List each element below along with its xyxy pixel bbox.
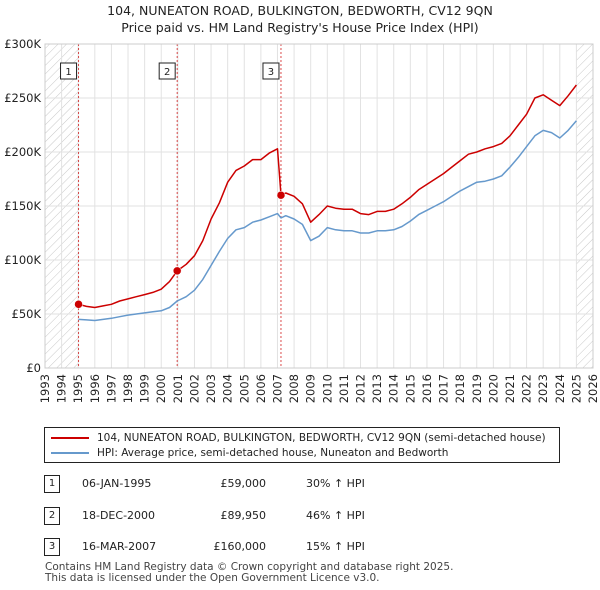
annotation-box xyxy=(158,62,176,80)
transaction-hpi: 30% ↑ HPI xyxy=(306,477,365,490)
x-tick-label: 1997 xyxy=(104,374,118,403)
x-tick-label: 2006 xyxy=(254,374,268,403)
x-tick-label: 2014 xyxy=(387,374,401,403)
transaction-point xyxy=(74,300,83,309)
transaction-price: £160,000 xyxy=(213,540,267,553)
transaction-price: £89,950 xyxy=(220,509,267,522)
y-tick-label: £50K xyxy=(12,307,42,321)
annotation-box xyxy=(262,62,280,80)
legend-swatch-property xyxy=(51,437,89,439)
x-tick-label: 2024 xyxy=(553,374,567,403)
x-tick-label: 2019 xyxy=(470,374,484,403)
chart-title-line2: Price paid vs. HM Land Registry's House … xyxy=(121,20,479,35)
x-tick-label: 1994 xyxy=(55,374,69,403)
chart-title-line1: 104, NUNEATON ROAD, BULKINGTON, BEDWORTH… xyxy=(107,3,493,18)
transaction-hpi: 46% ↑ HPI xyxy=(306,509,365,522)
x-tick-label: 2012 xyxy=(354,374,368,403)
footer-licence: This data is licensed under the Open Gov… xyxy=(45,572,380,584)
x-tick-label: 2002 xyxy=(187,374,201,403)
series-line-hpi xyxy=(78,120,577,322)
x-tick-label: 2005 xyxy=(237,374,251,403)
transaction-hpi: 15% ↑ HPI xyxy=(306,540,365,553)
x-tick-label: 1993 xyxy=(38,374,52,403)
x-tick-label: 1999 xyxy=(138,374,152,403)
series-line-property xyxy=(78,84,577,309)
annotation-label: 3 xyxy=(268,67,274,78)
legend-item-hpi: HPI: Average price, semi-detached house,… xyxy=(51,446,448,460)
legend-swatch-hpi xyxy=(51,452,89,454)
x-tick-label: 2016 xyxy=(420,374,434,403)
annotation-label: 1 xyxy=(65,67,71,78)
x-tick-label: 2018 xyxy=(453,374,467,403)
y-tick-label: £100K xyxy=(4,253,41,267)
legend-label-hpi: HPI: Average price, semi-detached house,… xyxy=(97,447,449,459)
transaction-point xyxy=(172,266,182,276)
x-tick-label: 2020 xyxy=(486,374,500,403)
chart-legend: 104, NUNEATON ROAD, BULKINGTON, BEDWORTH… xyxy=(44,427,560,463)
x-tick-label: 2026 xyxy=(586,374,600,403)
x-tick-label: 2008 xyxy=(287,374,301,403)
x-tick-label: 2011 xyxy=(337,374,351,403)
x-tick-label: 1998 xyxy=(121,374,135,403)
x-tick-label: 2021 xyxy=(503,374,517,403)
y-tick-label: £200K xyxy=(4,145,41,159)
annotation-label: 2 xyxy=(164,67,170,78)
x-tick-label: 2009 xyxy=(304,374,318,403)
transaction-price: £59,000 xyxy=(220,477,267,490)
x-tick-label: 2025 xyxy=(569,374,583,403)
x-tick-label: 2013 xyxy=(370,374,384,403)
x-tick-label: 2015 xyxy=(403,374,417,403)
x-tick-label: 2001 xyxy=(171,374,185,403)
x-tick-label: 2023 xyxy=(536,374,550,403)
x-tick-label: 2010 xyxy=(320,374,334,403)
y-tick-label: £0 xyxy=(26,361,41,375)
x-tick-label: 2022 xyxy=(520,374,534,403)
plot-frame xyxy=(44,43,594,369)
x-tick-label: 1996 xyxy=(88,374,102,403)
legend-label-property: 104, NUNEATON ROAD, BULKINGTON, BEDWORTH… xyxy=(97,432,546,444)
x-tick-label: 2003 xyxy=(204,374,218,403)
x-tick-label: 2017 xyxy=(437,374,451,403)
transaction-number: 2 xyxy=(44,507,60,525)
annotation-box xyxy=(60,62,78,80)
x-tick-label: 2004 xyxy=(221,374,235,403)
transaction-date: 18-DEC-2000 xyxy=(82,509,156,522)
transaction-point xyxy=(276,190,286,200)
footer-copyright: Contains HM Land Registry data © Crown c… xyxy=(45,561,454,573)
x-tick-label: 2000 xyxy=(154,374,168,403)
y-tick-label: £300K xyxy=(4,37,41,51)
legend-item-property: 104, NUNEATON ROAD, BULKINGTON, BEDWORTH… xyxy=(51,431,546,445)
y-tick-label: £250K xyxy=(4,91,41,105)
y-tick-label: £150K xyxy=(4,199,41,213)
x-tick-label: 2007 xyxy=(270,374,284,403)
x-tick-label: 1995 xyxy=(71,374,85,403)
transaction-date: 16-MAR-2007 xyxy=(82,540,157,553)
transaction-date: 06-JAN-1995 xyxy=(82,477,152,490)
transaction-number: 3 xyxy=(44,538,60,556)
transaction-number: 1 xyxy=(44,475,60,493)
